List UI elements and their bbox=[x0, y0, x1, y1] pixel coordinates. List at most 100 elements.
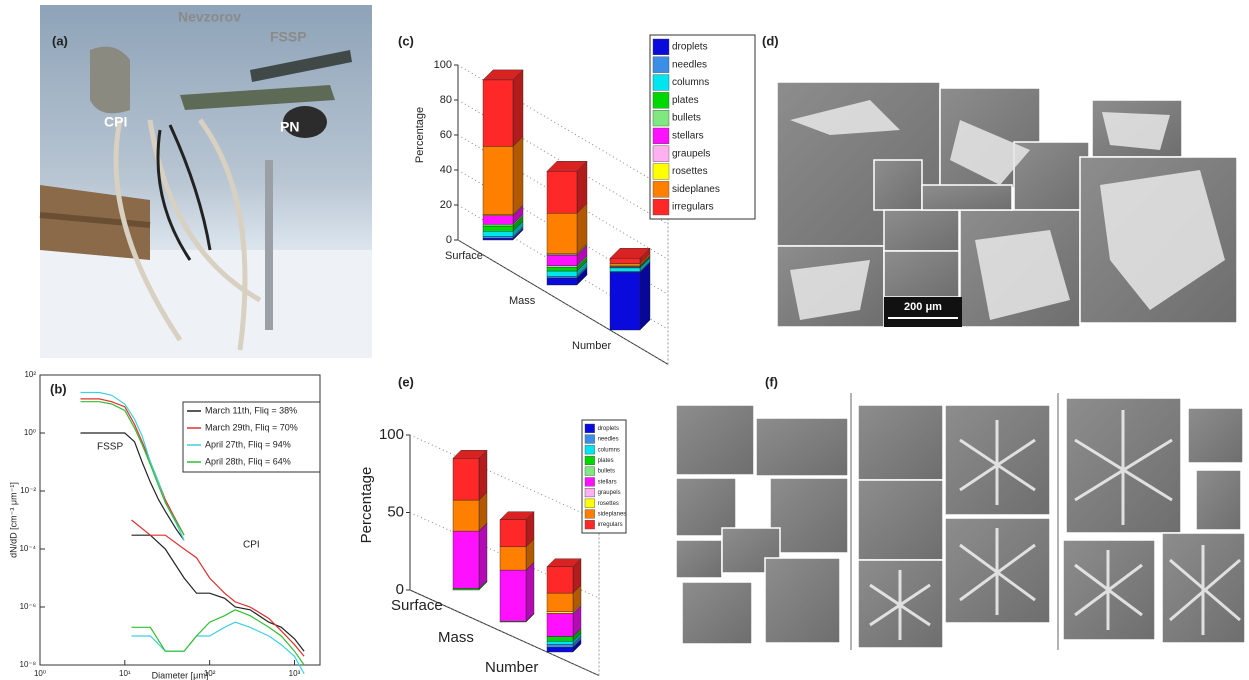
bar-segment bbox=[452, 499, 480, 532]
legend-swatch bbox=[584, 434, 595, 444]
x-tick-label: Number bbox=[572, 340, 611, 352]
legend-swatch bbox=[584, 445, 595, 455]
y-tick-label: 10⁰ bbox=[24, 428, 36, 437]
bar-side bbox=[525, 561, 535, 622]
grid-line bbox=[409, 589, 600, 676]
legend-swatch bbox=[652, 127, 670, 145]
scale-bar-box bbox=[884, 297, 962, 327]
data-line bbox=[80, 398, 305, 657]
photo-annotation: FSSP bbox=[270, 29, 307, 45]
bar-top bbox=[452, 450, 488, 459]
y-tick-label: 60 bbox=[440, 129, 452, 141]
y-axis-label: Percentage bbox=[414, 107, 426, 163]
legend-label: needles bbox=[598, 437, 619, 443]
bar-segment bbox=[482, 238, 514, 241]
legend-label: March 29th, Fliq = 70% bbox=[205, 422, 298, 432]
bar-side bbox=[512, 135, 524, 216]
bar-segment bbox=[609, 258, 641, 264]
y-tick-label: 100 bbox=[434, 59, 452, 71]
x-axis-label: Diameter [μm] bbox=[152, 670, 209, 680]
bar-segment bbox=[609, 263, 641, 266]
bar-top bbox=[499, 511, 535, 520]
legend-label: April 27th, Fliq = 94% bbox=[205, 439, 291, 449]
bar-segment bbox=[499, 569, 527, 622]
bar-segment bbox=[546, 265, 578, 268]
legend-label: stellars bbox=[598, 479, 617, 485]
legend-swatch bbox=[652, 198, 670, 216]
y-axis-label: Percentage bbox=[358, 467, 375, 544]
bar-segment bbox=[482, 146, 514, 215]
legend-label: March 11th, Fliq = 38% bbox=[205, 405, 297, 415]
legend-swatch bbox=[584, 477, 595, 487]
panel-label: (e) bbox=[398, 374, 414, 389]
bar-segment bbox=[546, 636, 574, 642]
bar-segment bbox=[482, 231, 514, 237]
photo-annotation: CPI bbox=[104, 114, 127, 130]
legend-label: plates bbox=[672, 95, 699, 106]
x-tick-label: 10⁰ bbox=[34, 669, 46, 678]
bar-segment bbox=[452, 530, 480, 589]
bar-segment bbox=[452, 588, 480, 591]
legend-box bbox=[182, 401, 321, 473]
x-tick-label: 10³ bbox=[289, 669, 301, 678]
legend-swatch bbox=[652, 145, 670, 162]
bar-segment bbox=[546, 592, 574, 612]
bar-segment bbox=[482, 225, 514, 232]
bar-top bbox=[482, 69, 524, 81]
x-tick-label: 10¹ bbox=[119, 669, 131, 678]
legend-label: April 28th, Fliq = 64% bbox=[205, 456, 291, 466]
plot-frame bbox=[39, 374, 321, 666]
x-tick-label: Surface bbox=[391, 597, 443, 614]
legend-swatch bbox=[584, 488, 595, 498]
bar-top bbox=[546, 161, 588, 172]
bar-segment bbox=[546, 276, 578, 279]
y-tick-label: 80 bbox=[440, 94, 452, 106]
y-tick-label: 10⁻⁶ bbox=[20, 602, 36, 611]
photo-f-crystals bbox=[869, 410, 1241, 640]
panel-label: (a) bbox=[52, 33, 68, 48]
legend-swatch bbox=[652, 92, 670, 109]
photo-d-crystals bbox=[790, 100, 1225, 320]
photo-a bbox=[39, 5, 372, 358]
y-tick-label: 10⁻² bbox=[20, 486, 36, 495]
bar-segment bbox=[546, 613, 574, 637]
bar-segment bbox=[546, 277, 578, 286]
legend-swatch bbox=[584, 455, 595, 466]
bar-segment bbox=[546, 566, 574, 594]
legend-swatch bbox=[584, 509, 595, 519]
panel-label: (d) bbox=[762, 33, 779, 48]
scale-bar-label: 200 μm bbox=[904, 301, 942, 313]
bar-segment bbox=[609, 272, 641, 331]
bar-segment bbox=[546, 255, 578, 266]
bar-segment bbox=[546, 213, 578, 254]
bar-segment bbox=[546, 640, 574, 645]
y-tick-label: 10⁻⁴ bbox=[19, 544, 36, 553]
bar-segment bbox=[499, 519, 527, 548]
legend-label: needles bbox=[672, 59, 707, 70]
y-tick-label: 0 bbox=[396, 581, 404, 598]
y-tick-label: 50 bbox=[387, 503, 404, 520]
legend-label: columns bbox=[672, 77, 709, 88]
bar-side bbox=[478, 449, 488, 501]
y-tick-label: 10² bbox=[24, 370, 36, 379]
bar-segment bbox=[482, 215, 514, 225]
data-line bbox=[80, 401, 305, 666]
bar-segment bbox=[546, 267, 578, 272]
legend-label: stellars bbox=[672, 131, 704, 142]
bar-segment bbox=[499, 546, 527, 571]
bar-segment bbox=[482, 224, 514, 227]
bar-segment bbox=[546, 270, 578, 277]
legend-label: plates bbox=[598, 458, 614, 464]
legend-label: droplets bbox=[672, 42, 708, 53]
legend-swatch bbox=[652, 56, 670, 73]
y-axis-label: dN/dD [cm⁻³ μm⁻¹] bbox=[8, 482, 18, 558]
bar-segment bbox=[482, 79, 514, 147]
photo-f bbox=[675, 397, 1246, 649]
bar-segment bbox=[546, 611, 574, 614]
legend-label: rosettes bbox=[672, 166, 708, 177]
x-tick-label: Mass bbox=[438, 629, 474, 646]
bar-top bbox=[609, 248, 651, 259]
bar-segment bbox=[546, 647, 574, 653]
x-tick-label: Mass bbox=[509, 295, 536, 307]
